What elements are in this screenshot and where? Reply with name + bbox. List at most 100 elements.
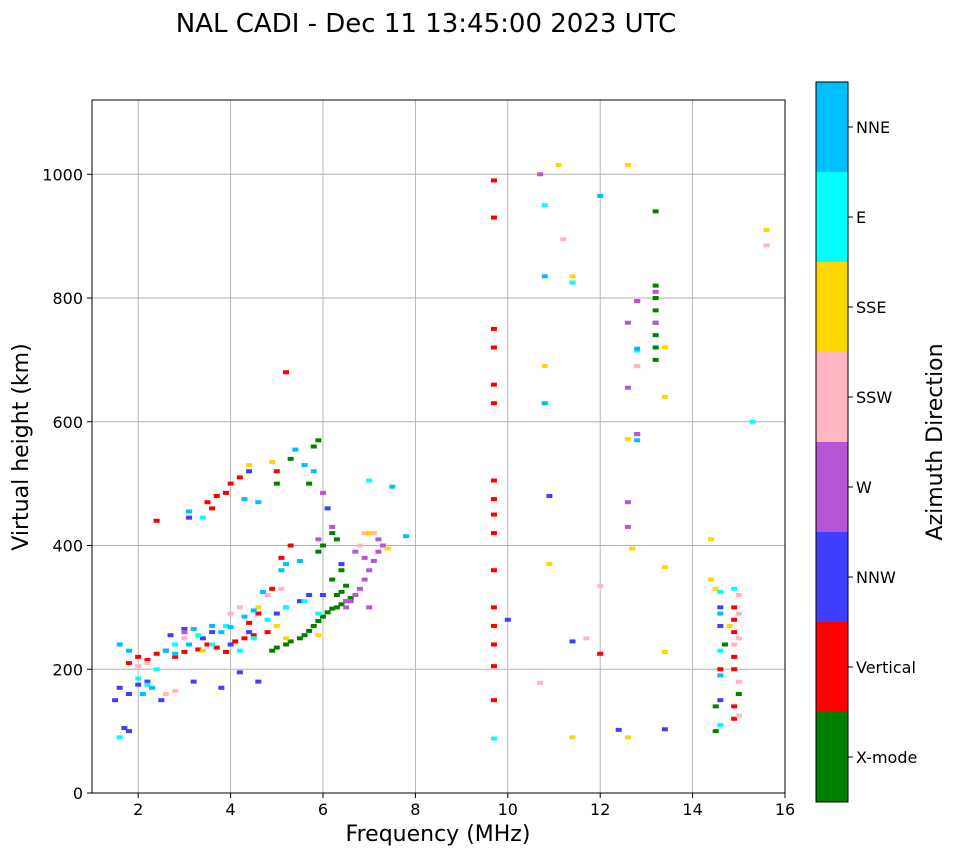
data-point (490, 326, 497, 331)
data-point (490, 345, 497, 350)
data-point (735, 679, 742, 684)
colorbar-segment (816, 532, 848, 622)
data-point (708, 577, 715, 582)
data-point (352, 549, 359, 554)
data-point (153, 667, 160, 672)
data-point (241, 636, 248, 641)
data-point (731, 630, 738, 635)
data-point (490, 512, 497, 517)
data-point (287, 639, 294, 644)
colorbar-segment (816, 82, 848, 172)
data-point (347, 596, 354, 601)
data-point (403, 534, 410, 539)
data-point (199, 648, 206, 653)
data-point (597, 583, 604, 588)
data-point (236, 670, 243, 675)
data-point (366, 478, 373, 483)
data-point (320, 593, 326, 597)
x-tick-label: 6 (318, 800, 328, 819)
colorbar-frame (815, 81, 849, 803)
colorbar-segment (816, 262, 848, 352)
data-point (490, 382, 497, 387)
data-point (634, 299, 641, 304)
x-tick-label: 10 (498, 800, 518, 819)
data-point (264, 593, 271, 597)
data-point (634, 364, 641, 369)
data-point (356, 543, 363, 548)
y-tick-label: 1000 (42, 165, 83, 184)
data-point (209, 642, 216, 647)
series-nnw (112, 432, 724, 734)
data-point (306, 628, 313, 633)
data-point (384, 546, 391, 551)
data-point (661, 565, 668, 570)
data-point (624, 385, 631, 390)
data-point (204, 642, 211, 647)
data-point (541, 364, 548, 369)
data-point (172, 654, 179, 659)
data-point (366, 605, 373, 610)
data-point (333, 605, 340, 610)
data-point (296, 636, 303, 641)
data-point (712, 704, 719, 709)
data-point (338, 568, 345, 573)
colorbar-segment (816, 712, 848, 802)
data-point (278, 568, 285, 573)
data-point (735, 636, 742, 641)
data-point (749, 419, 756, 424)
data-point (370, 531, 377, 536)
data-point (652, 333, 659, 338)
colorbar: X-mode Vertical NNW W SSW SSE E NNE (815, 81, 917, 803)
colorbar-label: SSW (856, 388, 892, 407)
data-point (283, 636, 290, 641)
colorbar-segment (816, 172, 848, 262)
data-point (361, 577, 368, 582)
data-point (490, 178, 497, 183)
data-point (569, 735, 576, 740)
data-point (389, 484, 396, 489)
data-point (246, 469, 253, 474)
data-point (329, 577, 336, 582)
data-point (661, 395, 668, 399)
data-point (569, 274, 576, 279)
data-point (227, 611, 234, 616)
data-point (370, 558, 377, 563)
data-point (634, 438, 641, 443)
data-point (199, 515, 206, 520)
x-axis: 2 4 6 8 10 12 14 16 (133, 793, 795, 819)
data-point (375, 537, 382, 542)
data-point (283, 605, 290, 610)
data-point (310, 623, 317, 628)
data-point (717, 667, 724, 672)
data-point (213, 645, 220, 650)
data-point (167, 633, 174, 638)
data-point (763, 243, 770, 248)
series-sse (199, 162, 770, 740)
data-point (301, 463, 308, 468)
data-point (199, 636, 206, 641)
data-point (726, 623, 733, 628)
x-axis-label: Frequency (MHz) (346, 822, 531, 847)
data-point (222, 623, 229, 628)
data-point (283, 642, 290, 647)
data-point (347, 599, 354, 604)
data-point (712, 729, 719, 734)
data-point (190, 679, 197, 684)
data-point (172, 688, 179, 693)
data-point (490, 215, 497, 220)
series-x-mode (269, 209, 742, 734)
series-nne (116, 193, 724, 696)
data-point (333, 593, 340, 597)
data-point (296, 558, 303, 563)
data-point (731, 654, 738, 659)
data-point (597, 193, 604, 198)
data-point (490, 401, 497, 406)
data-point (255, 500, 262, 505)
colorbar-label: SSE (856, 298, 886, 317)
data-point (315, 537, 322, 542)
data-point (125, 692, 132, 696)
data-point (329, 606, 336, 611)
data-point (490, 478, 497, 483)
data-point (186, 642, 193, 647)
